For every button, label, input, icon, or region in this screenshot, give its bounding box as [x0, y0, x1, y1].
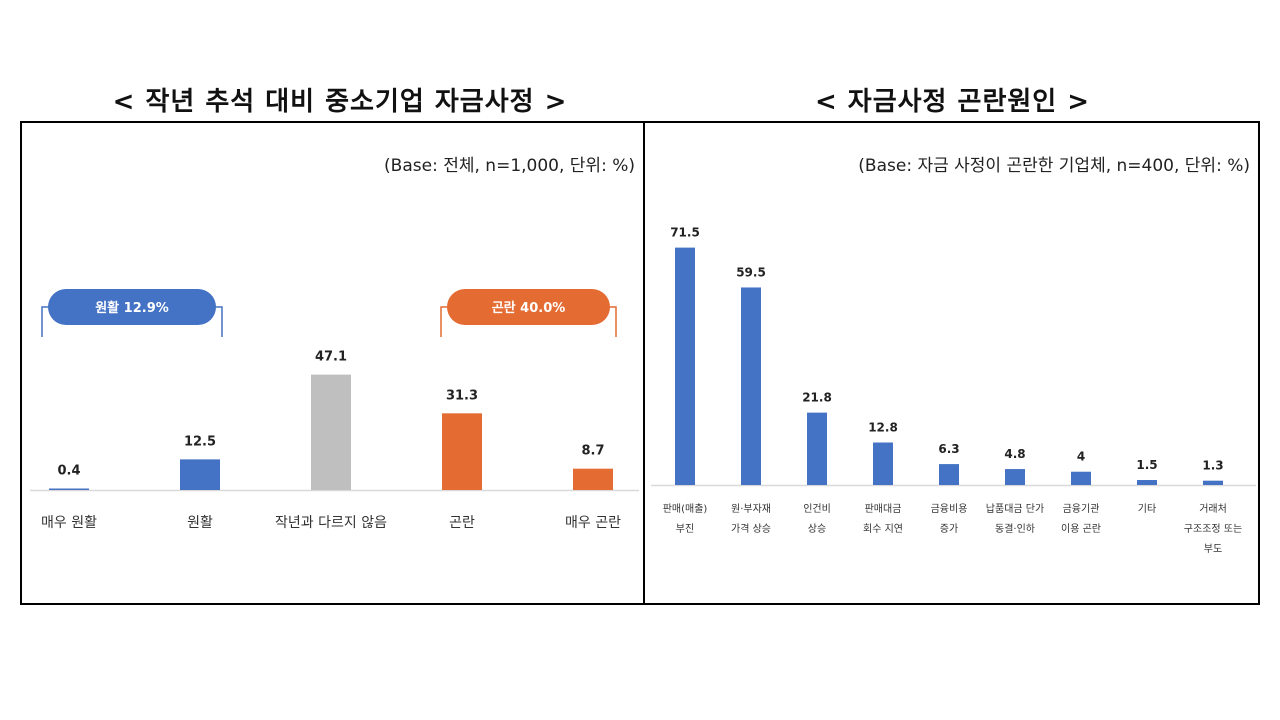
left-bar-chart: 0.4 매우 원활 12.5 원활 47.1 작년과 다르지 않음 31.3 곤란 8.7 매우 …: [30, 289, 639, 531]
left-bar-value-3: 47.1: [315, 350, 347, 365]
left-bar-3: [311, 374, 351, 490]
left-bar-value-2: 12.5: [184, 434, 216, 449]
left-bar-value-4: 31.3: [446, 388, 478, 403]
left-category-label-1: 매우 원활: [41, 515, 97, 531]
left-category-label-3: 작년과 다르지 않음: [275, 515, 387, 531]
left-bar-4: [442, 413, 482, 490]
left-group-pill-2: [447, 289, 610, 325]
right-bar-8: [1137, 480, 1157, 485]
left-bar-value-1: 0.4: [57, 464, 80, 479]
right-bar-value-7: 4: [1077, 450, 1085, 464]
right-category-label-7-line-2: 이용 곤란: [1061, 523, 1101, 535]
right-category-label-2-line-2: 가격 상승: [731, 522, 771, 535]
left-chart-panel: (Base: 전체, n=1,000, 단위: %) 0.4 매우 원활 12.5 원…: [20, 121, 645, 605]
right-bar-7: [1071, 471, 1091, 485]
left-bar-5: [573, 468, 613, 490]
left-category-label-5: 매우 곤란: [565, 515, 621, 531]
right-category-label-1-line-2: 부진: [676, 523, 694, 535]
right-bar-value-9: 1.3: [1202, 459, 1223, 473]
right-category-label-6-line-1: 납품대금 단가: [986, 503, 1044, 515]
right-bar-5: [939, 464, 959, 485]
left-chart-title: < 작년 추석 대비 중소기업 자금사정 >: [112, 87, 568, 117]
right-category-label-8-line-1: 기타: [1138, 503, 1156, 515]
left-bar-1: [49, 488, 89, 490]
right-bar-3: [807, 412, 827, 485]
left-group-label-2: 곤란 40.0%: [492, 301, 566, 316]
right-category-label-7-line-1: 금융기관: [1063, 503, 1100, 515]
left-bar-2: [180, 459, 220, 490]
right-bar-value-3: 21.8: [802, 391, 832, 405]
right-chart-panel: (Base: 자금 사정이 곤란한 기업체, n=400, 단위: %) 71.…: [643, 121, 1260, 605]
right-category-label-3-line-1: 인건비: [803, 503, 831, 515]
right-category-label-5-line-1: 금융비용: [931, 503, 968, 515]
right-bar-value-2: 59.5: [736, 265, 766, 279]
right-category-label-6-line-2: 동결·인하: [995, 522, 1035, 535]
right-bar-value-1: 71.5: [670, 226, 700, 240]
left-category-label-4: 곤란: [449, 515, 475, 531]
right-bar-value-6: 4.8: [1004, 447, 1025, 461]
right-bar-value-8: 1.5: [1136, 458, 1157, 472]
left-base-note: (Base: 전체, n=1,000, 단위: %): [384, 156, 635, 176]
left-bar-value-5: 8.7: [581, 444, 604, 459]
right-category-label-9-line-1: 거래처: [1199, 503, 1227, 515]
right-category-label-9-line-2: 구조조정 또는: [1184, 523, 1242, 535]
right-category-label-3-line-2: 상승: [808, 523, 826, 535]
right-bar-1: [675, 247, 695, 485]
right-bar-4: [873, 442, 893, 485]
right-bar-9: [1203, 480, 1223, 485]
right-category-label-4-line-2: 회수 지연: [863, 523, 903, 535]
left-category-label-2: 원활: [187, 515, 213, 531]
right-bar-value-5: 6.3: [938, 442, 959, 456]
right-category-label-5-line-2: 증가: [940, 523, 958, 535]
right-bar-value-4: 12.8: [868, 421, 898, 435]
right-category-label-2-line-1: 원·부자재: [731, 503, 771, 515]
right-category-label-4-line-1: 판매대금: [865, 503, 902, 515]
right-category-label-1-line-1: 판매(매출): [663, 503, 708, 515]
left-group-label-1: 원활 12.9%: [95, 300, 169, 316]
left-group-pill-1: [48, 289, 216, 325]
right-bar-2: [741, 287, 761, 485]
right-base-note: (Base: 자금 사정이 곤란한 기업체, n=400, 단위: %): [858, 156, 1250, 176]
right-chart-title: < 자금사정 곤란원인 >: [814, 87, 1091, 117]
right-bar-6: [1005, 469, 1025, 485]
right-category-label-9-line-3: 부도: [1204, 544, 1222, 555]
